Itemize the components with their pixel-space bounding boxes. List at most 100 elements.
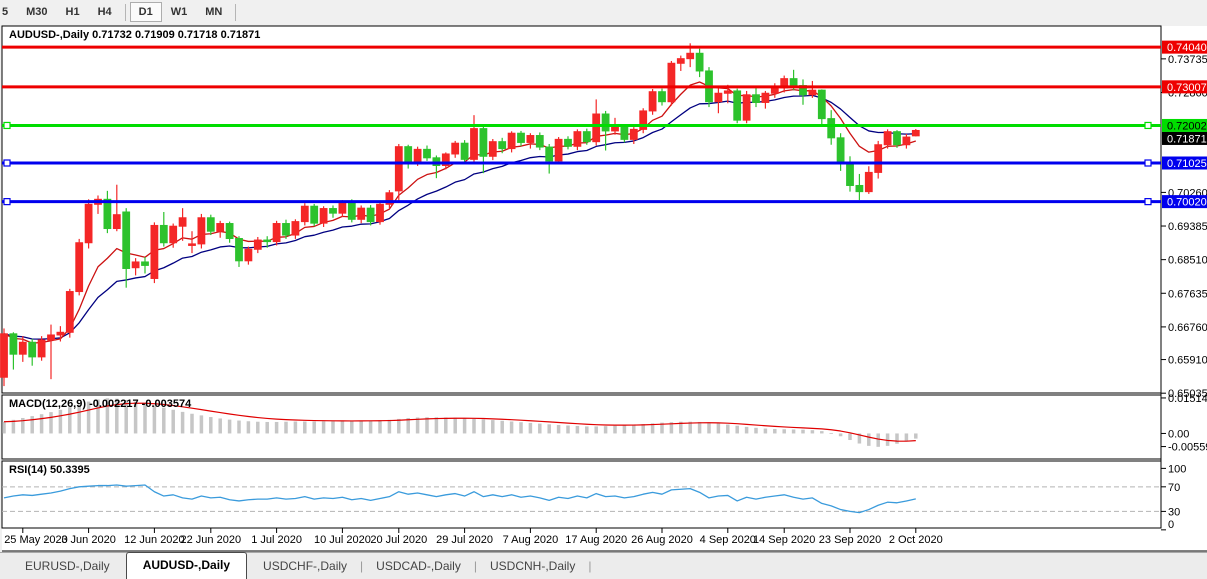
- candle-body: [658, 91, 666, 103]
- candle-body: [752, 94, 760, 103]
- macd-bar: [387, 419, 392, 434]
- macd-bar: [707, 422, 711, 434]
- candle-body: [206, 217, 215, 232]
- candle-body: [216, 223, 225, 232]
- price-axis-label: 0.67635: [1168, 288, 1207, 300]
- candle-body: [385, 192, 394, 205]
- candle-body: [733, 90, 742, 121]
- candle-body: [9, 333, 18, 355]
- candle-body: [592, 113, 601, 143]
- macd-pane-title: MACD(12,26,9) -0.002217 -0.003574: [9, 398, 192, 410]
- candle-body: [846, 161, 854, 186]
- macd-bar: [735, 425, 739, 434]
- timeframe-button-H4[interactable]: H4: [97, 6, 112, 18]
- chart-tab-EURUSD[interactable]: EURUSD-,Daily: [25, 559, 110, 573]
- candle-body: [667, 62, 676, 103]
- chart-tab-USDCHF[interactable]: USDCHF-,Daily: [263, 559, 348, 573]
- macd-bar: [857, 433, 862, 444]
- candle-body: [517, 132, 525, 143]
- candle-body: [112, 214, 121, 230]
- macd-bar: [397, 418, 401, 434]
- candle-body: [197, 217, 206, 245]
- candle-body: [488, 141, 497, 157]
- macd-bar: [86, 401, 91, 434]
- chart-tab-USDCAD[interactable]: USDCAD-,Daily: [376, 559, 461, 573]
- price-badge-0.70020: [1162, 195, 1207, 209]
- macd-bar: [867, 433, 871, 446]
- date-axis-label: 1 Jul 2020: [251, 534, 302, 546]
- price-badge-label: 0.72002: [1167, 120, 1207, 132]
- rsi-line: [3, 484, 916, 514]
- timeframe-button-W1[interactable]: W1: [170, 6, 188, 18]
- macd-bar: [124, 399, 128, 434]
- candle-body: [808, 89, 817, 96]
- macd-bar: [359, 420, 363, 434]
- timeframe-button-H1[interactable]: H1: [65, 6, 80, 18]
- price-badge-label: 0.71871: [1167, 133, 1207, 145]
- candle-body: [394, 146, 403, 192]
- candle-body: [582, 131, 591, 143]
- macd-bar: [914, 433, 918, 439]
- macd-bar: [133, 401, 138, 434]
- hline-handle[interactable]: [3, 121, 11, 130]
- macd-bar: [688, 421, 692, 434]
- hline-handle[interactable]: [3, 159, 11, 167]
- timeframe-button-M30[interactable]: M30: [26, 6, 48, 18]
- macd-bar: [303, 421, 307, 434]
- macd-bar: [820, 431, 824, 434]
- chart-canvas[interactable]: 0.015142 0.00 -0.005595 MACD(12,26,9) -0.00…: [0, 24, 1207, 552]
- macd-bar: [190, 413, 194, 434]
- hline-handle[interactable]: [1144, 198, 1152, 206]
- candle-body: [338, 201, 347, 214]
- macd-bar: [77, 404, 81, 434]
- macd-bar: [566, 425, 570, 434]
- tab-separator: |: [588, 559, 592, 573]
- candle-body: [723, 90, 732, 94]
- candle-body: [742, 94, 751, 121]
- candle-body: [65, 291, 74, 333]
- candle-body: [357, 207, 366, 220]
- rsi-axis-label: 70: [1168, 482, 1180, 494]
- hline-handle[interactable]: [1144, 121, 1152, 130]
- timeframe-button-5[interactable]: 5: [2, 6, 9, 18]
- price-badge-0.74040: [1162, 40, 1207, 54]
- timeframe-button-MN[interactable]: MN: [205, 6, 223, 18]
- macd-bar: [321, 421, 326, 434]
- chart-tab-AUDUSD[interactable]: AUDUSD-,Daily: [125, 552, 248, 579]
- timeframe-toolbar: 5 M30 H1 H4 D1 W1 MN: [0, 0, 1207, 24]
- macd-bar: [763, 428, 768, 434]
- macd-bar: [406, 417, 410, 434]
- macd-bar: [519, 422, 523, 434]
- date-axis-label: 25 May 2020: [4, 534, 68, 546]
- macd-bar: [744, 426, 749, 434]
- price-axis-label: 0.66760: [1168, 322, 1207, 334]
- macd-bar: [697, 421, 702, 434]
- macd-bar: [331, 421, 335, 434]
- macd-bar: [556, 425, 561, 434]
- macd-bar: [49, 412, 53, 434]
- candle-body: [272, 223, 281, 243]
- macd-bar: [237, 420, 241, 434]
- toolbar-separator: [124, 3, 126, 21]
- macd-bar: [209, 417, 213, 434]
- timeframe-button-D1[interactable]: D1: [129, 2, 162, 22]
- candle-body: [366, 207, 375, 223]
- candle-body: [253, 239, 262, 250]
- date-axis-label: 4 Sep 2020: [700, 534, 756, 546]
- candle-body: [37, 339, 46, 358]
- candle-body: [310, 205, 319, 224]
- macd-bar: [246, 421, 251, 434]
- candle-body: [639, 110, 648, 130]
- candle-body: [470, 128, 478, 160]
- hline-handle[interactable]: [1144, 159, 1152, 167]
- macd-bar: [481, 419, 486, 434]
- chart-tab-USDCNH[interactable]: USDCNH-,Daily: [489, 559, 576, 573]
- macd-bar: [650, 423, 655, 434]
- candle-body: [169, 225, 178, 244]
- hline-handle[interactable]: [3, 198, 11, 206]
- candle-body: [911, 129, 920, 137]
- macd-bar: [171, 409, 175, 434]
- macd-bar: [585, 426, 589, 434]
- price-badge-0.71871: [1162, 131, 1207, 145]
- rsi-axis-label: 100: [1168, 463, 1186, 475]
